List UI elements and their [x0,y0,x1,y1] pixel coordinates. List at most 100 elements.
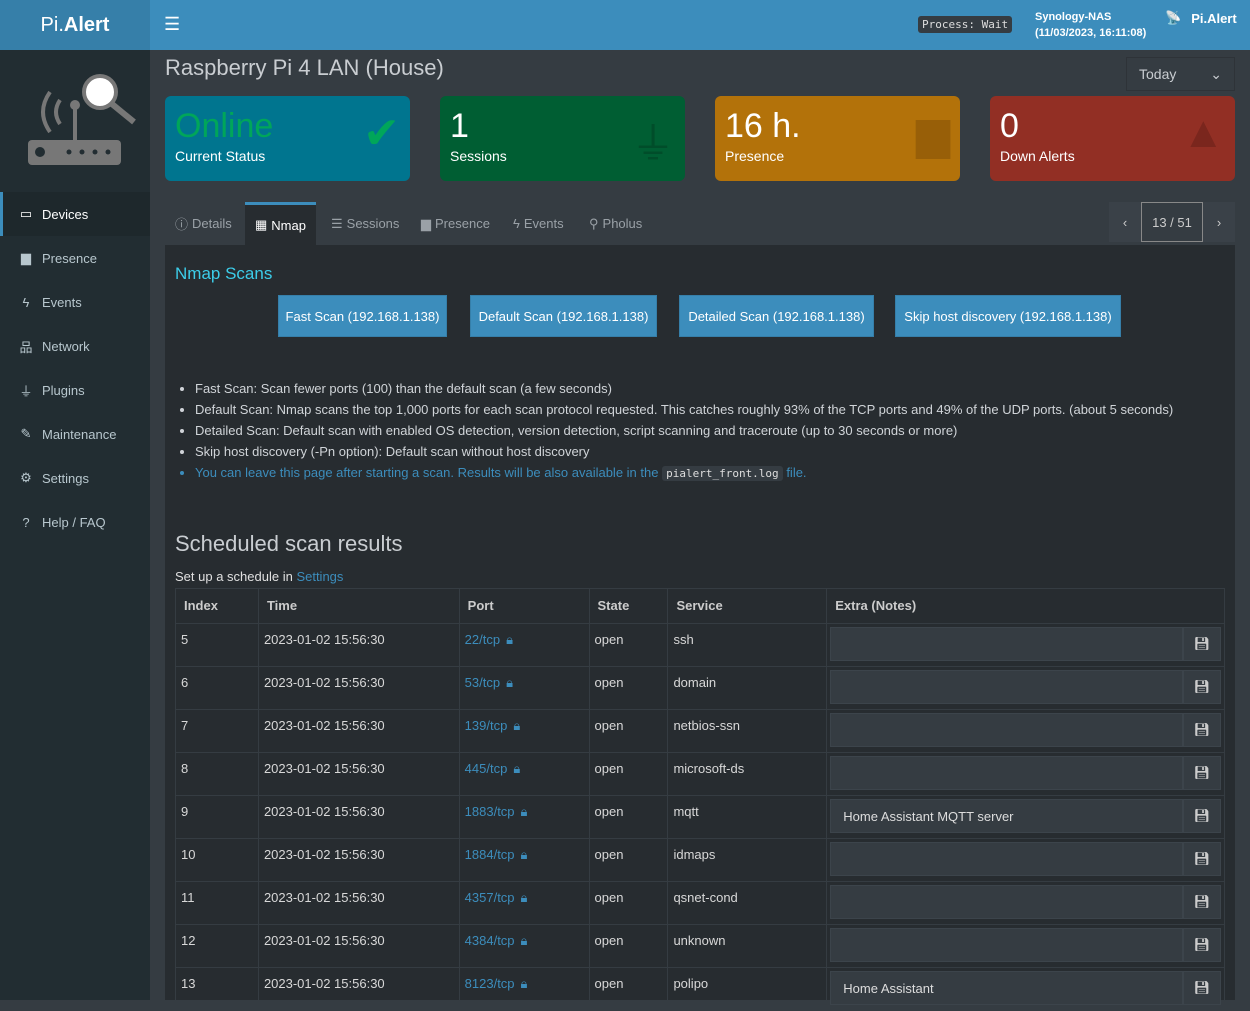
save-notes-button[interactable]: 💾︎ [1183,756,1221,790]
tab-presence[interactable]: ▆ Presence [421,215,490,232]
sidebar-item-network[interactable]: 品 Network [19,338,90,355]
app-logo[interactable]: Pi. Alert [0,0,150,50]
device-pager: ‹ 13 / 51 › [1109,202,1235,242]
cell: ssh [667,623,828,667]
floppy-disk-icon: 💾︎ [1193,765,1211,780]
notes-input[interactable]: Home Assistant [830,971,1183,1005]
cell: 11 [175,881,259,925]
router-icon: 📡 [1165,10,1182,25]
cell: open [588,795,669,839]
cell: unknown [667,924,828,968]
save-notes-button[interactable]: 💾︎ [1183,842,1221,876]
cell: open [588,666,669,710]
port-link[interactable]: 445/tcp [464,761,508,776]
port-link[interactable]: 1884/tcp [464,847,515,862]
scan-descriptions: Fast Scan: Scan fewer ports (100) than t… [195,378,1173,484]
default-scan-button[interactable]: Default Scan (192.168.1.138) [470,295,657,337]
sidebar-item-settings[interactable]: ⚙ Settings [0,456,150,500]
floppy-disk-icon: 💾︎ [1193,722,1211,737]
notes-cell: 💾︎ [826,666,1225,710]
settings-link[interactable]: Settings [296,569,344,584]
save-notes-button[interactable]: 💾︎ [1183,885,1221,919]
notes-cell: 💾︎ [826,709,1225,753]
nmap-panel: Nmap Scans Fast Scan (192.168.1.138) Def… [165,245,1235,1011]
cell: 2023-01-02 15:56:30 [257,795,460,839]
notes-input[interactable] [830,842,1183,876]
port-link[interactable]: 139/tcp [464,718,508,733]
lock-icon: 🔒︎ [520,933,528,948]
plug-icon: ⏚ [631,120,675,169]
sessions-card[interactable]: 1 Sessions ⏚ [440,96,685,181]
save-notes-button[interactable]: 💾︎ [1183,670,1221,704]
port-link[interactable]: 4384/tcp [464,933,515,948]
tab-events[interactable]: ϟ Events [513,216,564,231]
next-device-button[interactable]: › [1203,202,1235,242]
port-link[interactable]: 22/tcp [464,632,501,647]
floppy-disk-icon: 💾︎ [1193,679,1211,694]
presence-card[interactable]: 16 h. Presence ▆ [715,96,960,181]
sidebar-item-maintenance[interactable]: ✎ Maintenance [0,412,150,456]
sidebar-item-events[interactable]: ϟ Events [0,280,150,324]
save-notes-button[interactable]: 💾︎ [1183,713,1221,747]
port-cell: 445/tcp 🔒︎ [458,752,590,796]
save-notes-button[interactable]: 💾︎ [1183,928,1221,962]
cell: netbios-ssn [667,709,828,753]
column-header[interactable]: Extra (Notes) [826,588,1225,624]
notes-input[interactable] [830,670,1183,704]
port-link[interactable]: 8123/tcp [464,976,515,991]
period-select[interactable]: Today ⌄ [1126,57,1235,91]
column-header[interactable]: Service [667,588,828,624]
column-header[interactable]: Port [458,588,590,624]
sidebar-item-presence[interactable]: ▆ Presence [0,236,150,280]
notes-input[interactable] [830,928,1183,962]
notes-input[interactable]: Home Assistant MQTT server [830,799,1183,833]
chevron-right-icon: › [1216,214,1222,230]
sidebar-item-plugins[interactable]: ⏚ Plugins [19,382,85,399]
pialert-logo-icon [28,74,136,165]
port-cell: 1884/tcp 🔒︎ [458,838,590,882]
notes-input[interactable] [830,713,1183,747]
tab-sessions[interactable]: ☰ Sessions [331,215,400,232]
down-alerts-card[interactable]: 0 Down Alerts ▲ [990,96,1235,181]
detailed-scan-button[interactable]: Detailed Scan (192.168.1.138) [679,295,874,337]
wrench-icon: ✎ [20,426,32,441]
notes-input[interactable] [830,756,1183,790]
sidebar-item-help[interactable]: ? Help / FAQ [0,500,150,544]
lock-icon: 🔒︎ [520,804,528,819]
menu-toggle-icon[interactable]: ☰ [164,14,181,34]
skip-host-discovery-button[interactable]: Skip host discovery (192.168.1.138) [895,295,1121,337]
column-header[interactable]: Index [175,588,259,624]
tab-pholus[interactable]: ⚲ Pholus [589,215,643,232]
cell: 10 [175,838,259,882]
lock-icon: 🔒︎ [513,718,521,733]
cell: microsoft-ds [667,752,828,796]
save-notes-button[interactable]: 💾︎ [1183,627,1221,661]
notes-input[interactable] [830,627,1183,661]
cell: open [588,881,669,925]
port-link[interactable]: 4357/tcp [464,890,515,905]
cell: open [588,752,669,796]
tab-nmap[interactable]: ▦ Nmap [245,202,316,245]
fast-scan-button[interactable]: Fast Scan (192.168.1.138) [278,295,447,337]
sidebar-item-devices[interactable]: ▭ Devices [0,192,150,236]
port-link[interactable]: 1883/tcp [464,804,515,819]
cell: open [588,709,669,753]
column-header[interactable]: Time [257,588,460,624]
port-cell: 1883/tcp 🔒︎ [458,795,590,839]
cell: 2023-01-02 15:56:30 [257,967,460,1011]
user-menu[interactable]: 📡 Pi.Alert [1165,10,1237,26]
notes-cell: 💾︎ [826,623,1225,667]
cell: open [588,967,669,1011]
tab-details[interactable]: ⓘ Details [175,216,232,232]
notes-cell: 💾︎ [826,752,1225,796]
save-notes-button[interactable]: 💾︎ [1183,799,1221,833]
check-icon: ✔ [363,109,400,158]
status-card[interactable]: Online Current Status ✔ [165,96,410,181]
port-link[interactable]: 53/tcp [464,675,501,690]
gear-icon: ⚙ [20,470,32,485]
notes-input[interactable] [830,885,1183,919]
cell: domain [667,666,828,710]
process-status: Process: Wait [918,16,1013,33]
previous-device-button[interactable]: ‹ [1109,202,1141,242]
column-header[interactable]: State [588,588,669,624]
